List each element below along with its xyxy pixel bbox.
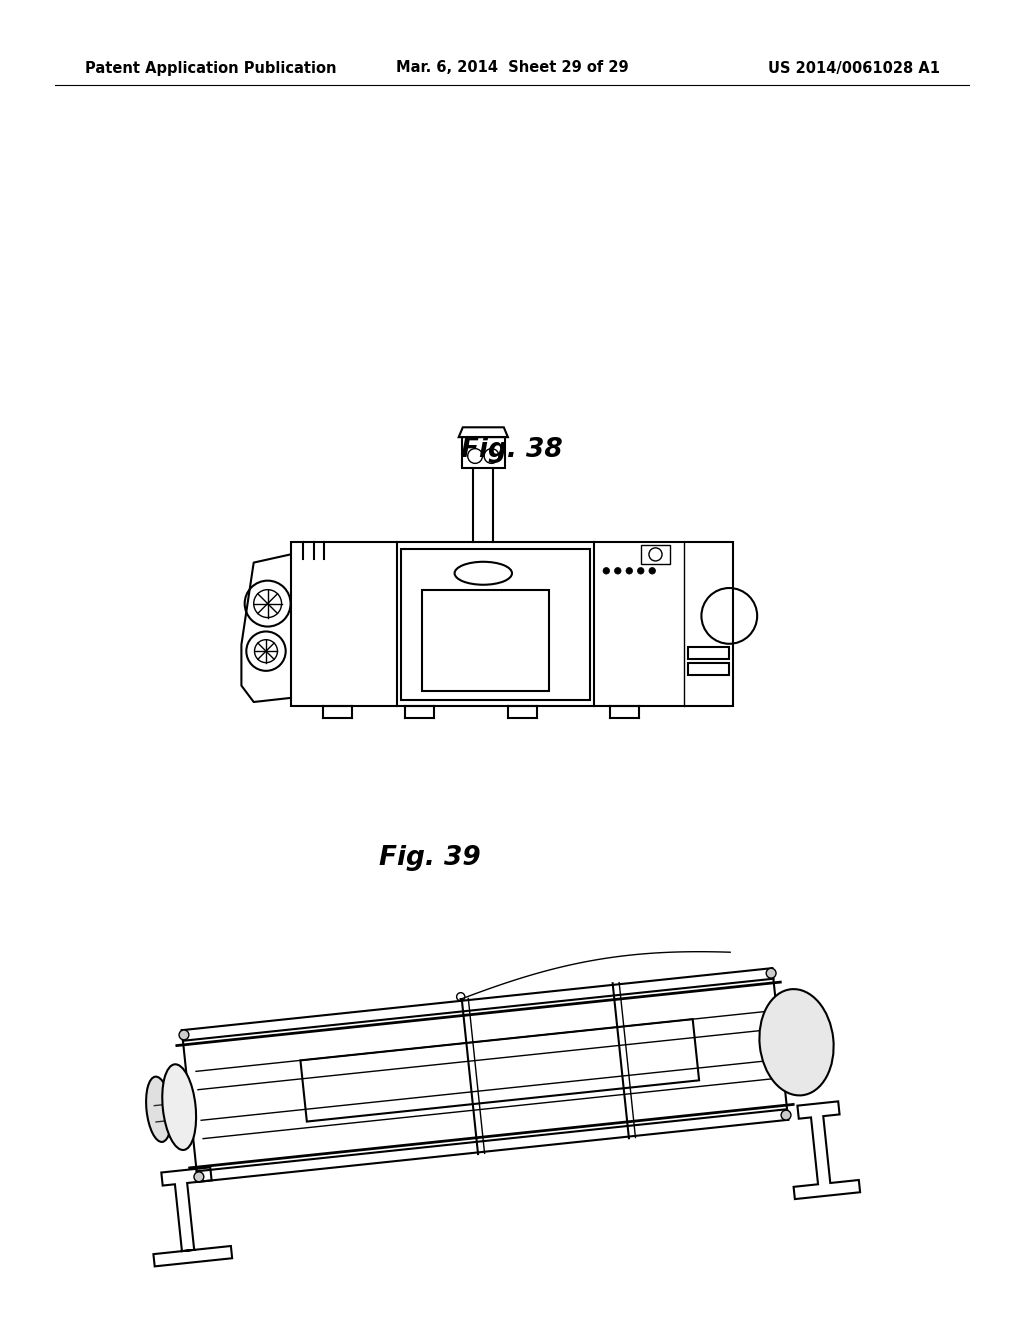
Text: Fig. 38: Fig. 38 <box>461 437 563 463</box>
Circle shape <box>614 568 622 574</box>
Ellipse shape <box>146 1077 171 1142</box>
Text: Patent Application Publication: Patent Application Publication <box>85 61 337 75</box>
Circle shape <box>194 1172 204 1181</box>
Circle shape <box>638 568 644 574</box>
Circle shape <box>781 1110 791 1119</box>
Text: Mar. 6, 2014  Sheet 29 of 29: Mar. 6, 2014 Sheet 29 of 29 <box>395 61 629 75</box>
Circle shape <box>649 568 655 574</box>
Circle shape <box>626 568 633 574</box>
Text: Fig. 39: Fig. 39 <box>379 845 481 871</box>
Ellipse shape <box>760 989 834 1096</box>
Ellipse shape <box>162 1064 197 1150</box>
Circle shape <box>766 969 776 978</box>
Circle shape <box>179 1030 188 1040</box>
Circle shape <box>603 568 609 574</box>
Text: US 2014/0061028 A1: US 2014/0061028 A1 <box>768 61 940 75</box>
